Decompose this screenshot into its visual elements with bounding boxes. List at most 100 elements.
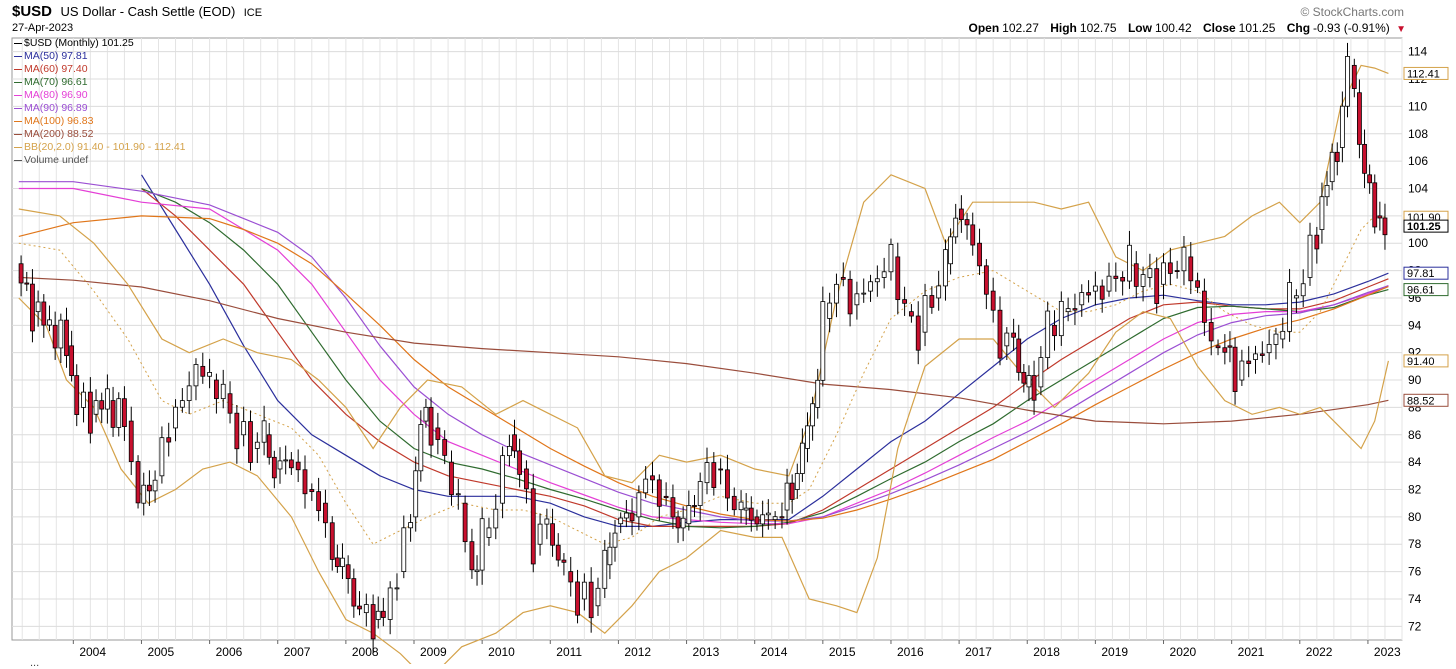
- candle-up: [1181, 246, 1187, 272]
- candle-down: [929, 295, 935, 308]
- candle-up: [186, 385, 192, 401]
- x-tick-label: 2005: [147, 645, 174, 659]
- candle-down: [731, 495, 737, 511]
- candle-down: [670, 497, 676, 518]
- candle-up: [277, 460, 283, 470]
- symbol-label[interactable]: $USD: [12, 3, 53, 20]
- candle-up: [1280, 330, 1286, 340]
- candle-down: [964, 219, 970, 226]
- close-value: 101.25: [1238, 21, 1276, 35]
- y-tick-label: 100: [1408, 236, 1428, 250]
- candle-up: [581, 581, 587, 600]
- high-label: High: [1050, 21, 1077, 35]
- candle-up: [1045, 310, 1051, 358]
- price-marker-box: [1403, 266, 1449, 280]
- candle-down: [909, 311, 914, 317]
- y-tick-label: 114: [1408, 45, 1427, 59]
- candle-up: [173, 406, 178, 429]
- candle-down: [302, 469, 308, 495]
- candle-down: [122, 398, 127, 427]
- candle-down: [902, 299, 907, 304]
- candle-up: [387, 587, 393, 620]
- legend-item-label: MA(90) 96.89: [24, 102, 88, 114]
- line-icon: [14, 133, 22, 135]
- candle-down: [1086, 292, 1091, 296]
- candle-down: [128, 420, 134, 462]
- candle-up: [1147, 268, 1153, 278]
- candle-up: [507, 445, 512, 457]
- candle-down: [1154, 268, 1160, 304]
- open-label: Open: [968, 21, 1000, 35]
- price-marker-label: 91.40: [1407, 356, 1435, 368]
- candle-down: [24, 282, 30, 285]
- candle-up: [394, 587, 400, 590]
- candle-down: [1202, 290, 1207, 323]
- candle-down: [1113, 275, 1119, 279]
- candle-down: [1099, 285, 1105, 300]
- ma-70--line: [141, 187, 1389, 529]
- candle-down: [895, 256, 901, 301]
- x-tick-label: 2013: [693, 645, 720, 659]
- candle-down: [915, 315, 921, 351]
- candle-up: [953, 217, 959, 238]
- bars-icon: [14, 159, 22, 161]
- candle-up: [1307, 234, 1313, 278]
- candle-up: [784, 482, 790, 511]
- quote-row: Open 102.27 High 102.75 Low 100.42 Close 101…: [961, 21, 1407, 35]
- y-tick-label: 108: [1408, 127, 1428, 141]
- candle-down: [449, 461, 454, 496]
- legend-item: MA(50) 97.81: [14, 50, 186, 63]
- y-tick-label: 72: [1408, 619, 1422, 633]
- x-tick-label: 2004: [79, 645, 106, 659]
- brand-watermark[interactable]: © StockCharts.com: [1300, 5, 1404, 19]
- candle-down: [435, 427, 441, 440]
- candle-down: [568, 571, 574, 583]
- candle-down: [64, 319, 69, 357]
- candle-down: [692, 505, 697, 507]
- legend-item-label: Volume undef: [24, 154, 89, 166]
- line-icon: [14, 120, 22, 122]
- candle-down: [323, 502, 328, 524]
- ma-60--line: [141, 188, 1389, 527]
- candle-down: [754, 516, 760, 525]
- candle-up: [697, 481, 703, 506]
- candle-down: [41, 301, 47, 326]
- legend-item-label: MA(60) 97.40: [24, 63, 88, 75]
- candle-down: [345, 564, 351, 580]
- candle-up: [854, 293, 860, 306]
- x-tick-label: 2011: [556, 645, 582, 659]
- candle-down: [977, 242, 982, 267]
- price-marker-box: [1403, 354, 1449, 368]
- y-tick-label: 74: [1408, 592, 1422, 606]
- line-icon: [14, 94, 22, 96]
- candle-up: [408, 522, 414, 529]
- candle-up: [340, 557, 345, 568]
- candle-down: [30, 283, 35, 332]
- candle-up: [743, 507, 749, 511]
- candle-down: [650, 475, 655, 481]
- legend-item: Volume undef: [14, 154, 186, 167]
- candle-up: [1079, 292, 1085, 306]
- candle-up: [35, 301, 41, 313]
- candle-up: [936, 285, 942, 299]
- candle-up: [1004, 332, 1010, 347]
- price-marker-box: [1403, 393, 1449, 407]
- candle-up: [500, 455, 505, 504]
- y-tick-label: 76: [1408, 565, 1422, 579]
- low-label: Low: [1127, 21, 1152, 35]
- candle-up: [623, 512, 629, 519]
- line-icon: [14, 81, 22, 83]
- candle-down: [462, 502, 468, 543]
- y-tick-label: 84: [1408, 455, 1422, 469]
- candle-up: [104, 388, 110, 410]
- candle-down: [789, 482, 795, 500]
- candle-down: [334, 557, 340, 568]
- legend-item-label: MA(50) 97.81: [24, 50, 88, 62]
- legend-item: MA(70) 96.61: [14, 76, 186, 89]
- candle-down: [725, 469, 730, 499]
- candle-up: [1339, 105, 1345, 148]
- candle-down: [1334, 151, 1340, 162]
- candle-down: [1208, 322, 1214, 342]
- candle-up: [799, 442, 805, 474]
